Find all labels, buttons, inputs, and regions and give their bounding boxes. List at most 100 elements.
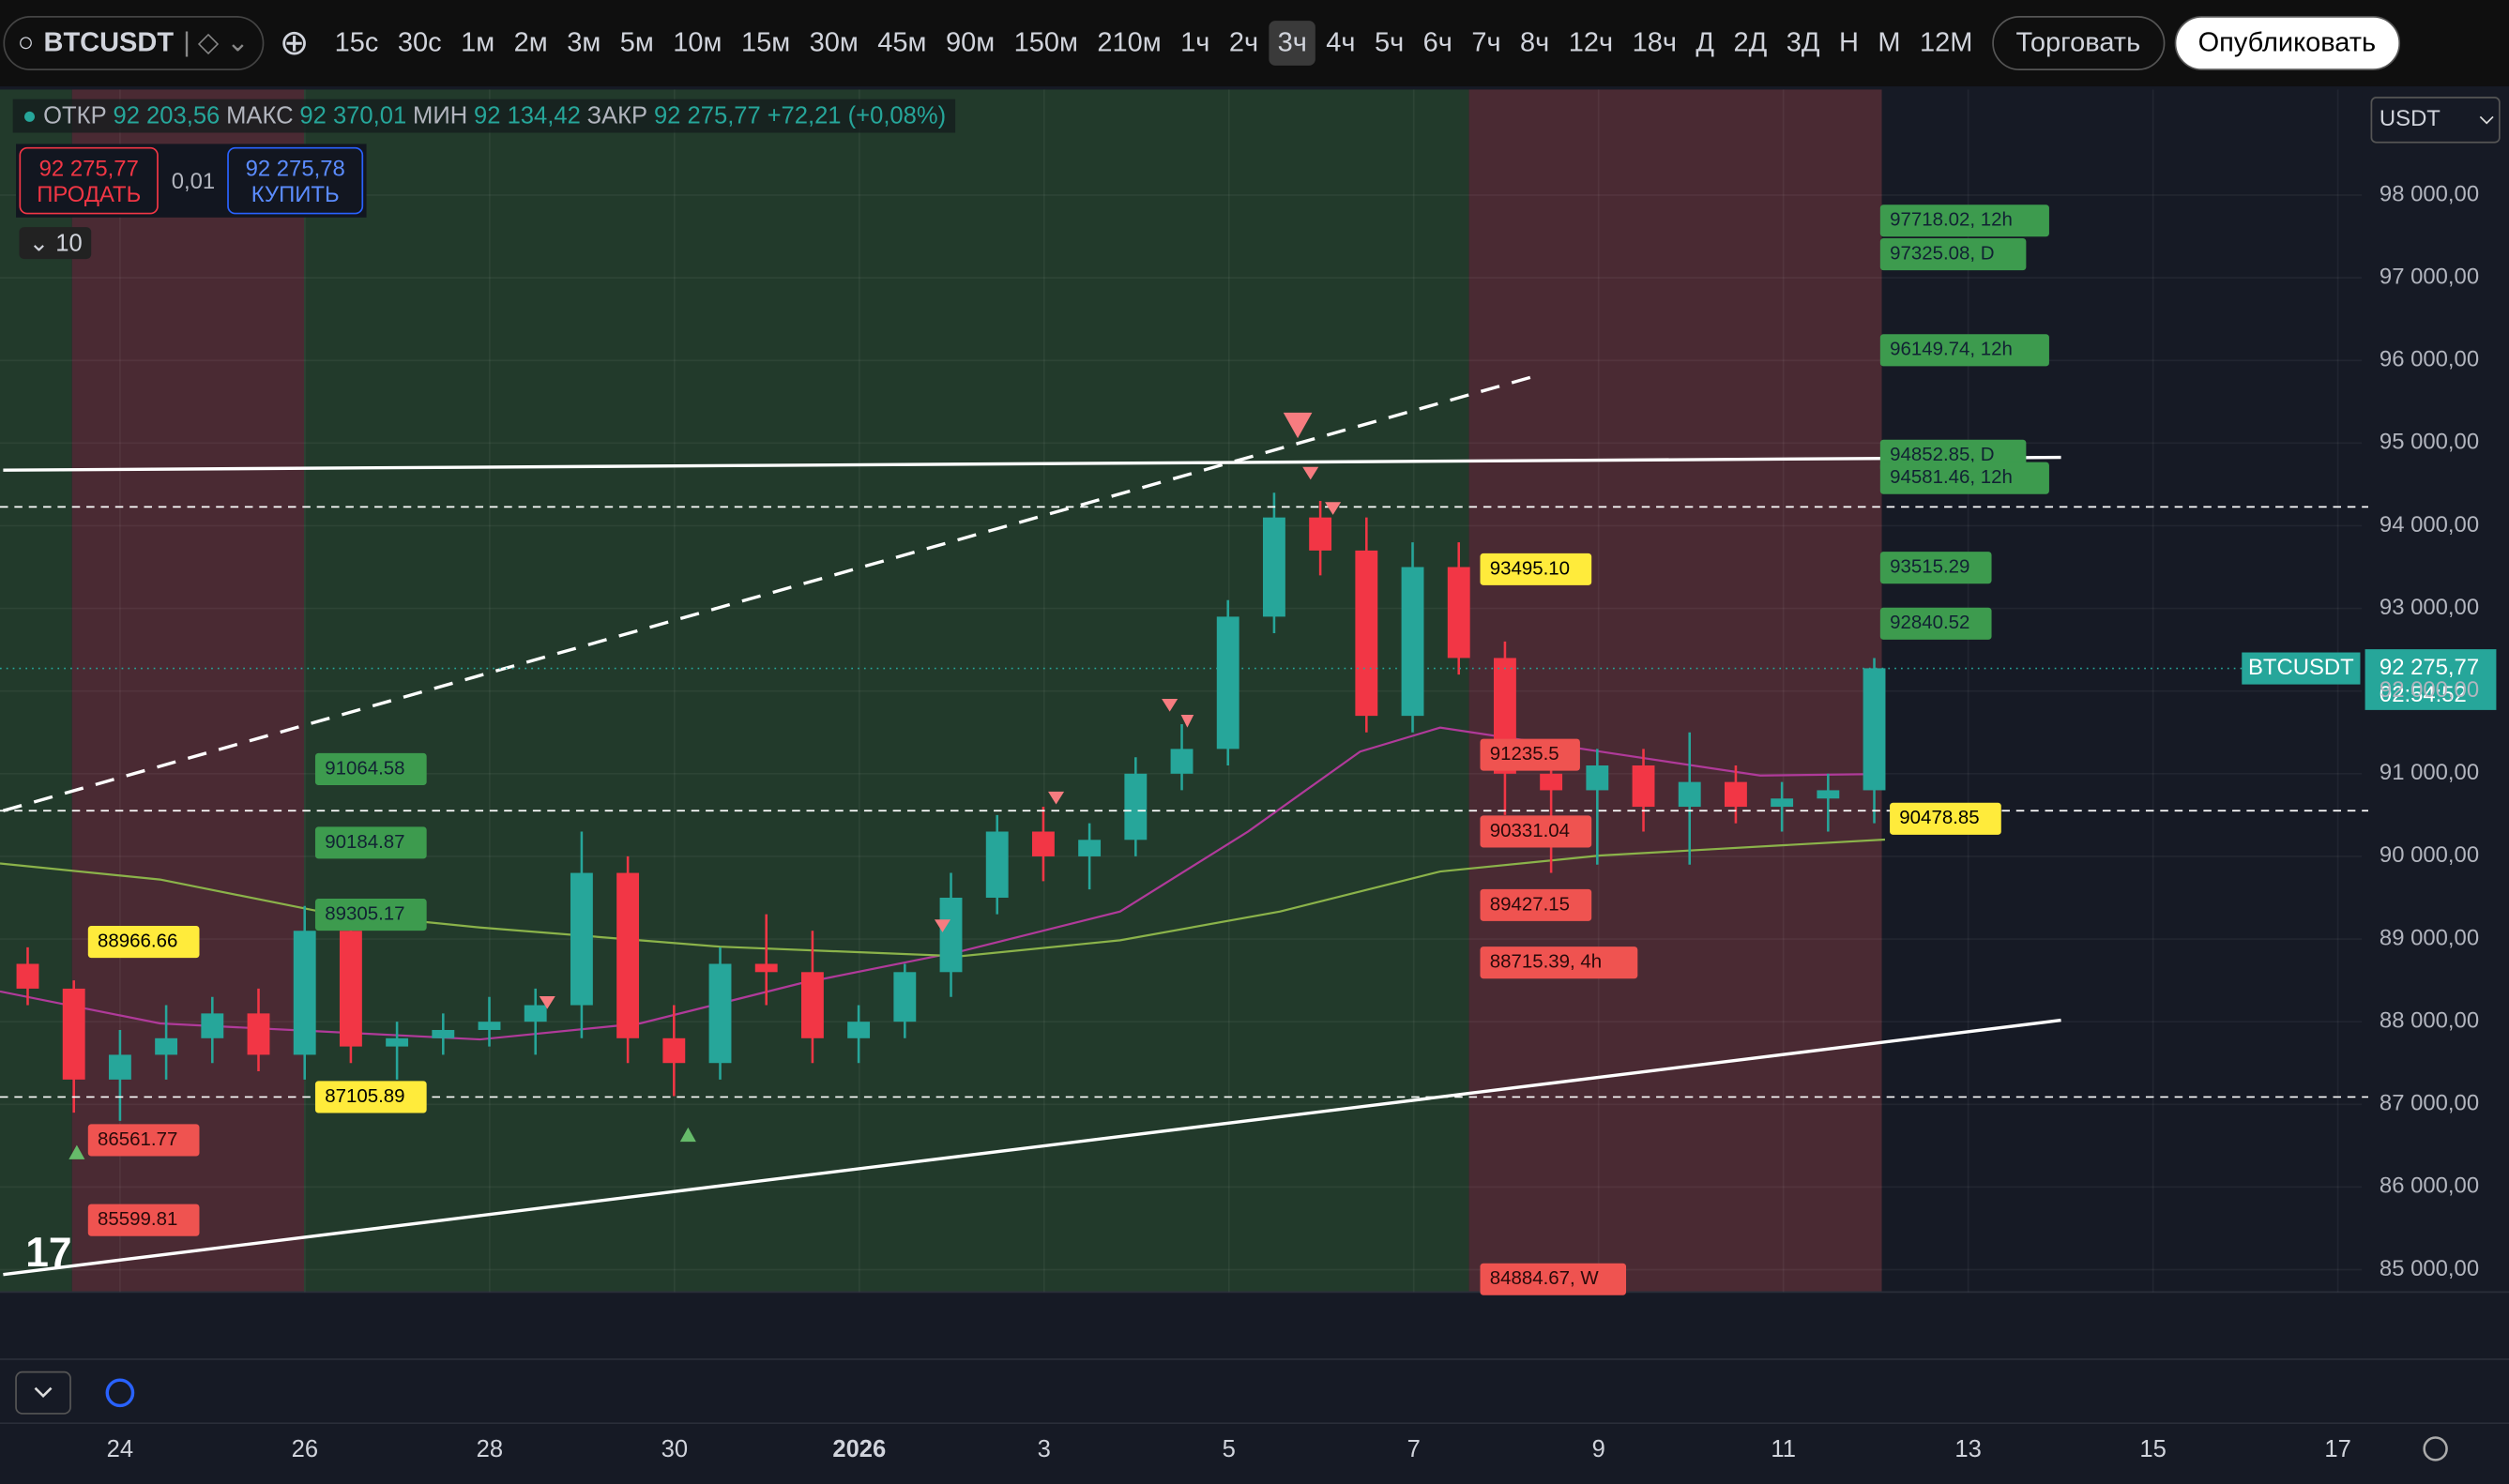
interval[interactable]: 12М [1920,26,1973,58]
publish-button[interactable]: Опубликовать [2173,16,2400,71]
date-tick-label: 7 [1407,1436,1421,1462]
price-axis-bg [2362,89,2509,1359]
interval[interactable]: 7ч [1471,26,1501,58]
interval[interactable]: 90м [945,26,996,58]
level-label-bg [1879,238,2027,271]
interval[interactable]: 18ч [1632,26,1677,58]
interval[interactable]: 3м [567,26,601,58]
level-label: 89427.15 [1490,893,1570,915]
date-tick-label: 3 [1038,1436,1051,1462]
level-label: 87105.89 [325,1085,404,1107]
countdown: 02:54:52 [2380,682,2467,707]
chevron-icon [34,1386,53,1399]
currency-select[interactable] [2370,97,2501,144]
interval[interactable]: 4ч [1326,26,1356,58]
interval[interactable]: 6ч [1422,26,1452,58]
interval[interactable]: 8ч [1520,26,1550,58]
high: 92 370,01 [299,102,407,130]
candle-body [1262,517,1285,617]
interval[interactable]: 2ч [1228,26,1259,58]
interval[interactable]: 2Д [1733,26,1768,58]
interval[interactable]: 3ч [1270,21,1315,66]
candle-body [478,1022,501,1030]
level-label-bg [314,1081,427,1113]
candle-body [386,1037,409,1047]
candle-body [432,1029,455,1038]
interval[interactable]: 5ч [1374,26,1405,58]
candle-body [1771,798,1794,808]
interval[interactable]: 2м [513,26,548,58]
sync-icon[interactable] [105,1378,135,1408]
indicators-toggle[interactable]: ⌄ 10 [19,227,92,260]
level-label: 90184.87 [325,831,404,853]
level-label: 94581.46, 12h [1890,466,2013,488]
settings-icon[interactable] [2423,1436,2448,1461]
price-tick-label: 86 000,00 [2380,1174,2479,1199]
buy-button[interactable]: 92 275,78 КУПИТЬ [227,146,363,215]
price-tick-label: 87 000,00 [2380,1091,2479,1116]
order-panel: 92 275,77 ПРОДАТЬ 0,01 92 275,78 КУПИТЬ [16,144,367,218]
candle-body [1170,749,1194,774]
date-tick-label: 24 [107,1436,133,1462]
chevron-icon [2479,115,2494,125]
level-label-bg [1879,607,1992,640]
interval[interactable]: 30м [809,26,859,58]
interval[interactable]: 1ч [1180,26,1210,58]
buy-label: КУПИТЬ [251,180,340,206]
interval[interactable]: 15с [334,26,379,58]
add-symbol[interactable]: ⊕ [279,22,310,63]
interval[interactable]: 5м [619,26,654,58]
level-label-bg [87,1124,200,1157]
interval[interactable]: 150м [1013,26,1078,58]
candle-body [1817,790,1840,799]
interval[interactable]: Д [1695,26,1715,58]
interval[interactable]: 210м [1097,26,1162,58]
currency: USDT [2380,106,2441,131]
date-tick-label: 26 [292,1436,318,1462]
last-price-tag [2365,649,2497,710]
level-label: 92840.52 [1890,612,1969,633]
interval[interactable]: 45м [877,26,927,58]
close-label: ЗАКР [586,102,648,130]
price-tick-label: 97 000,00 [2380,264,2479,289]
open-label: ОТКР [43,102,107,130]
level-label-bg [87,926,200,959]
level-label-bg [314,752,427,786]
zone [71,89,305,1293]
candle-body [800,972,824,1038]
interval[interactable]: Н [1838,26,1859,58]
interval[interactable]: 3Д [1786,26,1820,58]
interval[interactable]: 12ч [1568,26,1614,58]
price-tick-label: 95 000,00 [2380,430,2479,455]
level-label: 84884.67, W [1490,1267,1600,1289]
level-label-bg [1879,552,1992,584]
date-tick-label: 17 [2324,1436,2350,1462]
trade-button[interactable]: Торговать [1991,16,2165,71]
candle-body [1216,616,1239,750]
low-label: МИН [413,102,468,130]
sell-price: 92 275,77 [38,155,139,181]
level-label-bg [87,1204,200,1236]
candle-body [754,963,778,973]
symbol-search[interactable]: ○ BTCUSDT | ◇ ⌄ [3,16,264,71]
price-tick-label: 89 000,00 [2380,925,2479,950]
candle-body [1724,781,1747,808]
interval[interactable]: 1м [461,26,495,58]
price-tick-label: 92 000,00 [2380,677,2479,703]
interval[interactable]: М [1878,26,1901,58]
candle-body [1447,567,1470,659]
candle-body [1863,668,1886,791]
date-tick-label: 11 [1771,1436,1796,1462]
logo: 17 [25,1230,71,1276]
interval[interactable]: 15м [740,26,791,58]
interval[interactable]: 10м [673,26,722,58]
price-tick-label: 98 000,00 [2380,181,2479,206]
sell-button[interactable]: 92 275,77 ПРОДАТЬ [19,146,160,215]
trend-line [3,455,2061,472]
collapse-button[interactable] [15,1370,71,1415]
zone [1468,89,1882,1293]
level-label: 97718.02, 12h [1890,209,2013,231]
candle-body [247,1013,270,1055]
interval[interactable]: 30с [397,26,442,58]
